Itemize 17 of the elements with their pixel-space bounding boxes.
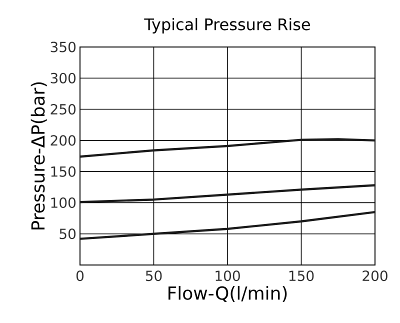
x-axis-title: Flow-Q(l/min): [168, 286, 287, 302]
x-tick-label: 50: [146, 270, 162, 282]
y-tick-label: 200: [50, 135, 76, 146]
y-tick-label: 100: [51, 197, 76, 208]
y-axis-title: Pressure-ΔP(bar): [30, 82, 47, 230]
x-tick-label: 200: [362, 270, 388, 282]
x-tick-label: 100: [216, 270, 240, 282]
chart-title: Typical Pressure Rise: [144, 18, 310, 34]
y-tick-label: 250: [50, 104, 76, 115]
x-tick-label: 0: [76, 270, 84, 282]
y-tick-label: 300: [50, 72, 76, 84]
y-tick-label: 150: [51, 166, 76, 177]
x-tick-label: 150: [289, 270, 314, 282]
y-tick-label: 50: [60, 228, 76, 240]
line-series: [80, 184, 375, 204]
line-series: [80, 138, 375, 158]
y-tick-label: 350: [50, 42, 76, 52]
